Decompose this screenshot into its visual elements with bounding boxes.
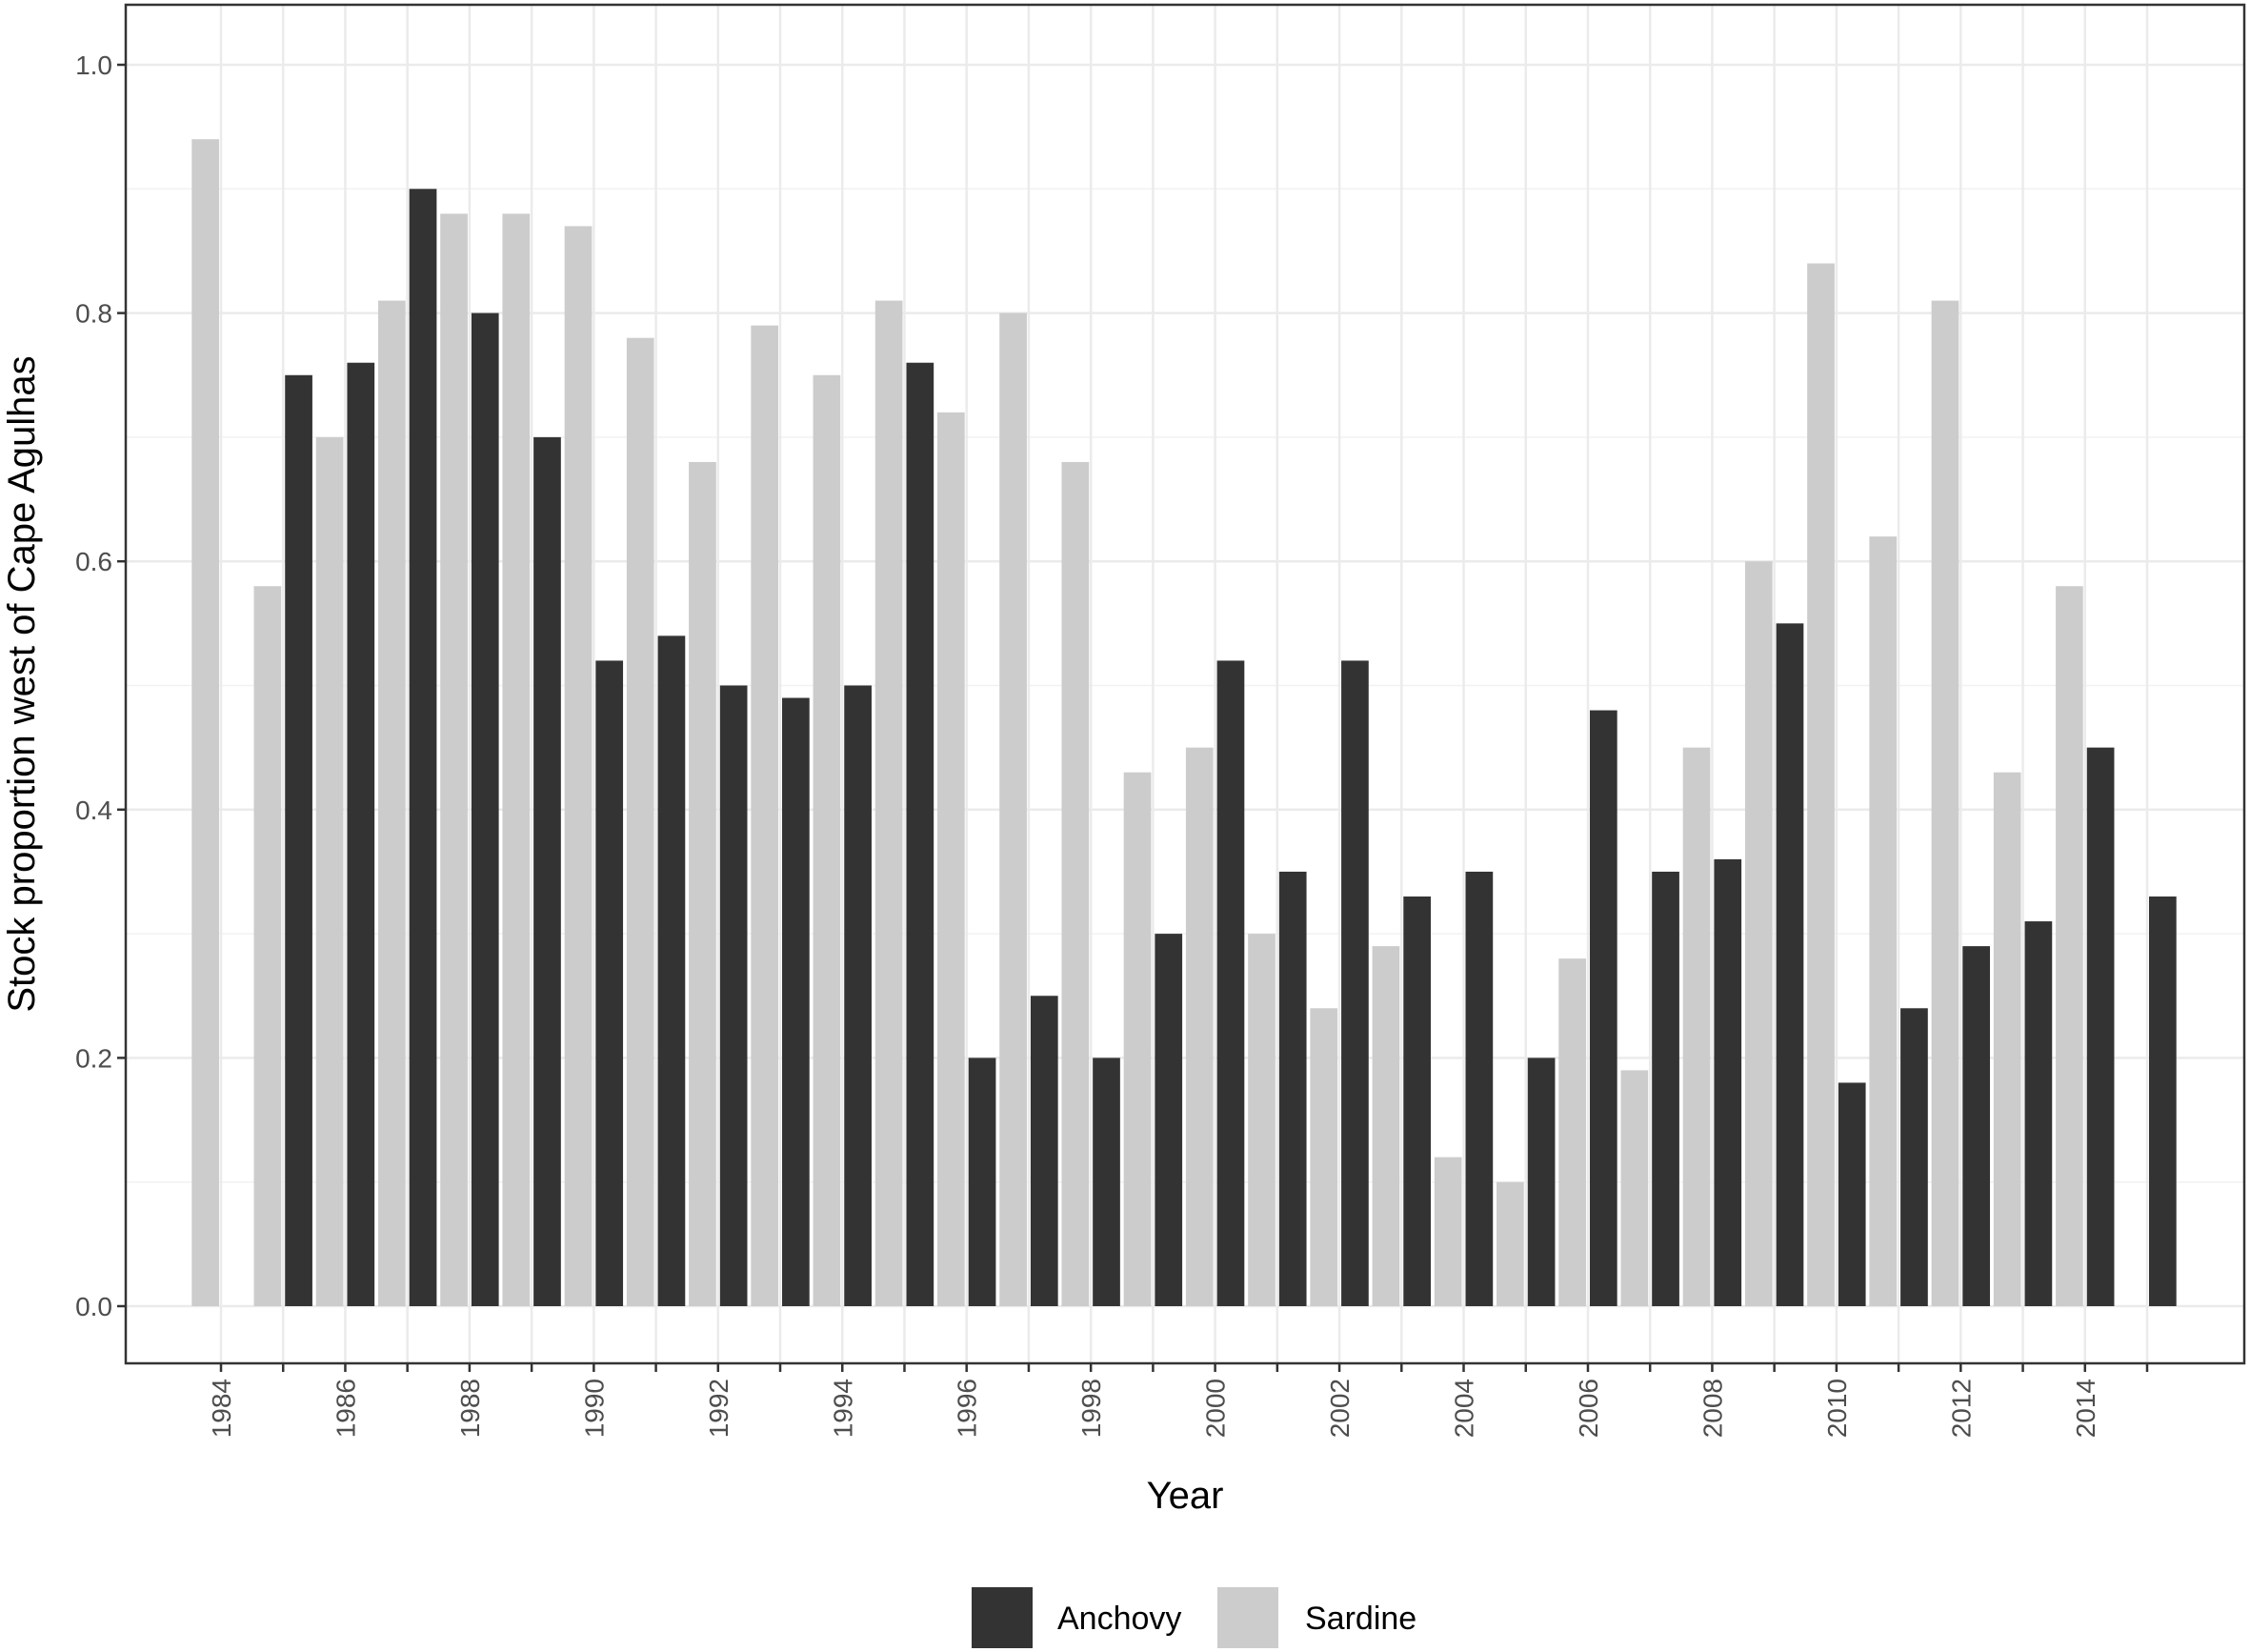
bar-anchovy-2014	[2086, 747, 2115, 1306]
bar-anchovy-2006	[1589, 710, 1617, 1306]
y-tick-label: 0.2	[75, 1043, 112, 1073]
x-tick-label: 1988	[455, 1379, 485, 1438]
bar-sardine-1999	[1123, 772, 1152, 1306]
y-tick-label: 0.0	[75, 1292, 112, 1321]
x-tick-label: 1994	[828, 1379, 857, 1438]
x-tick-label: 2010	[1822, 1379, 1852, 1438]
bar-sardine-1997	[999, 312, 1027, 1307]
y-tick-label: 1.0	[75, 50, 112, 80]
plot-border	[124, 3, 2246, 1365]
bar-sardine-1993	[751, 325, 779, 1306]
bar-sardine-1996	[937, 412, 965, 1307]
legend-label-anchovy: Anchovy	[1057, 1601, 1181, 1637]
bar-anchovy-2001	[1278, 871, 1307, 1306]
x-tick-label: 2012	[1946, 1379, 1976, 1438]
bar-sardine-2000	[1185, 747, 1214, 1306]
bar-anchovy-2015	[2149, 897, 2177, 1306]
bar-anchovy-2000	[1216, 660, 1245, 1306]
x-tick-label: 1986	[331, 1379, 360, 1438]
bar-sardine-1989	[502, 213, 531, 1307]
bar-sardine-2011	[1869, 536, 1898, 1306]
bar-sardine-1988	[440, 213, 468, 1307]
bar-anchovy-1999	[1155, 934, 1183, 1306]
bar-anchovy-1992	[719, 685, 748, 1306]
legend: Anchovy Sardine	[972, 1587, 1416, 1648]
bar-anchovy-1986	[347, 362, 375, 1307]
bar-anchovy-2002	[1341, 660, 1369, 1306]
bar-anchovy-2005	[1527, 1058, 1556, 1306]
bar-anchovy-2013	[2024, 921, 2053, 1306]
y-tick-label: 0.8	[75, 299, 112, 329]
bar-sardine-2002	[1310, 1008, 1338, 1306]
x-tick-label: 1984	[207, 1379, 236, 1438]
bar-sardine-2014	[2056, 586, 2083, 1306]
bar-sardine-1987	[377, 300, 406, 1306]
x-tick-label: 1996	[953, 1379, 982, 1438]
bar-sardine-2008	[1682, 747, 1711, 1306]
x-tick-label: 2002	[1325, 1379, 1355, 1438]
x-tick-label: 2006	[1574, 1379, 1603, 1438]
bar-anchovy-1998	[1093, 1058, 1120, 1306]
bar-sardine-2001	[1248, 934, 1276, 1306]
bar-anchovy-2010	[1838, 1082, 1866, 1306]
bar-sardine-1998	[1061, 461, 1090, 1307]
bar-anchovy-1996	[968, 1058, 996, 1306]
bar-sardine-2012	[1931, 300, 1959, 1306]
bar-anchovy-1995	[906, 362, 934, 1307]
bar-anchovy-1990	[595, 660, 624, 1306]
bar-sardine-1995	[874, 300, 903, 1306]
bar-anchovy-1993	[782, 697, 810, 1306]
bar-anchovy-1997	[1030, 996, 1058, 1306]
bar-anchovy-2007	[1652, 871, 1679, 1306]
bar-sardine-2009	[1744, 561, 1773, 1306]
bar-sardine-1994	[813, 374, 841, 1306]
bar-sardine-2004	[1434, 1157, 1462, 1306]
bar-anchovy-1989	[533, 436, 561, 1306]
bar-anchovy-2009	[1776, 623, 1804, 1306]
x-axis-title: Year	[1147, 1475, 1224, 1517]
axes: 0.0 0.2 0.4 0.6 0.8 1.0 1984 1986 1988 1990 1992 19…	[75, 50, 2149, 1438]
legend-key-anchovy	[972, 1587, 1033, 1648]
x-tick-label: 2000	[1201, 1379, 1231, 1438]
bar-anchovy-1991	[657, 635, 686, 1306]
bar-sardine-2003	[1372, 946, 1400, 1306]
y-tick-label: 0.6	[75, 547, 112, 576]
bar-sardine-2006	[1558, 958, 1586, 1306]
bar-anchovy-1985	[285, 374, 312, 1306]
bar-sardine-1986	[315, 436, 344, 1306]
bar-sardine-2010	[1807, 263, 1835, 1307]
bar-sardine-1984	[191, 139, 219, 1307]
bar-sardine-2013	[1993, 772, 2021, 1306]
y-axis-title: Stock proportion west of Cape Agulhas	[1, 355, 43, 1012]
x-tick-label: 1992	[704, 1379, 733, 1438]
x-tick-label: 2008	[1698, 1379, 1727, 1438]
bar-anchovy-2008	[1714, 858, 1742, 1306]
bar-sardine-1985	[253, 586, 282, 1306]
bars	[191, 139, 2177, 1307]
x-tick-label: 1998	[1076, 1379, 1106, 1438]
bar-sardine-1991	[626, 337, 654, 1306]
x-tick-label: 1990	[579, 1379, 609, 1438]
bar-anchovy-2003	[1403, 897, 1431, 1306]
bar-sardine-2005	[1497, 1181, 1524, 1306]
bar-sardine-2007	[1620, 1070, 1649, 1306]
legend-key-sardine	[1217, 1587, 1278, 1648]
legend-label-sardine: Sardine	[1305, 1601, 1416, 1637]
bar-sardine-1990	[564, 226, 593, 1306]
bar-sardine-1992	[689, 461, 716, 1307]
bar-anchovy-1988	[471, 312, 499, 1307]
x-tick-label: 2004	[1450, 1379, 1479, 1438]
bar-anchovy-1994	[844, 685, 872, 1306]
bar-anchovy-2012	[1962, 946, 1991, 1306]
y-tick-label: 0.4	[75, 796, 112, 825]
bar-anchovy-2004	[1465, 871, 1494, 1306]
x-tick-label: 2014	[2071, 1379, 2100, 1438]
bar-anchovy-1987	[409, 189, 437, 1306]
bar-anchovy-2011	[1900, 1008, 1928, 1306]
